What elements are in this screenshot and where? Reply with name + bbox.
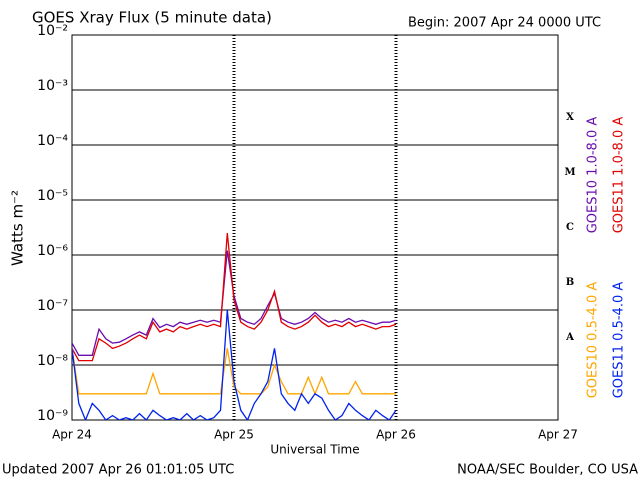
- begin-label: Begin: 2007 Apr 24 0000 UTC: [408, 16, 601, 31]
- y-tick-label: 10⁻⁷: [37, 298, 68, 314]
- plot-frame: [71, 34, 559, 421]
- x-tick-label: Apr 24: [52, 428, 92, 442]
- x-axis-label: Universal Time: [270, 443, 359, 457]
- footer-updated: Updated 2007 Apr 26 01:01:05 UTC: [2, 463, 234, 478]
- flare-class-label: C: [566, 222, 574, 233]
- y-tick-label: 10⁻⁹: [37, 408, 68, 424]
- flare-class-label: X: [566, 112, 574, 123]
- legend-entry: GOES11 1.0-8.0 A: [612, 117, 627, 234]
- footer-source: NOAA/SEC Boulder, CO USA: [457, 463, 638, 478]
- legend-entry: GOES11 0.5-4.0 A: [612, 282, 627, 399]
- x-tick-label: Apr 25: [214, 428, 254, 442]
- y-tick-label: 10⁻²: [37, 23, 68, 39]
- y-tick-label: 10⁻⁵: [37, 188, 68, 204]
- legend-entry: GOES10 1.0-8.0 A: [586, 117, 601, 234]
- flare-class-label: A: [565, 332, 574, 343]
- series-line: [72, 233, 397, 362]
- y-tick-label: 10⁻⁸: [37, 353, 68, 369]
- y-tick-label: 10⁻⁴: [37, 133, 68, 149]
- legend-entry: GOES10 0.5-4.0 A: [586, 282, 601, 399]
- chart-title: GOES Xray Flux (5 minute data): [32, 9, 272, 27]
- x-tick-label: Apr 26: [376, 428, 416, 442]
- series-line: [72, 348, 396, 396]
- flare-class-label: M: [564, 167, 575, 178]
- y-tick-label: 10⁻⁶: [37, 243, 68, 259]
- series-line: [72, 309, 397, 420]
- y-axis-label: Watts m⁻²: [9, 190, 27, 266]
- plot-lines: [72, 233, 397, 420]
- y-tick-label: 10⁻³: [37, 78, 68, 94]
- x-tick-label: Apr 27: [538, 428, 578, 442]
- flare-class-label: B: [566, 277, 574, 288]
